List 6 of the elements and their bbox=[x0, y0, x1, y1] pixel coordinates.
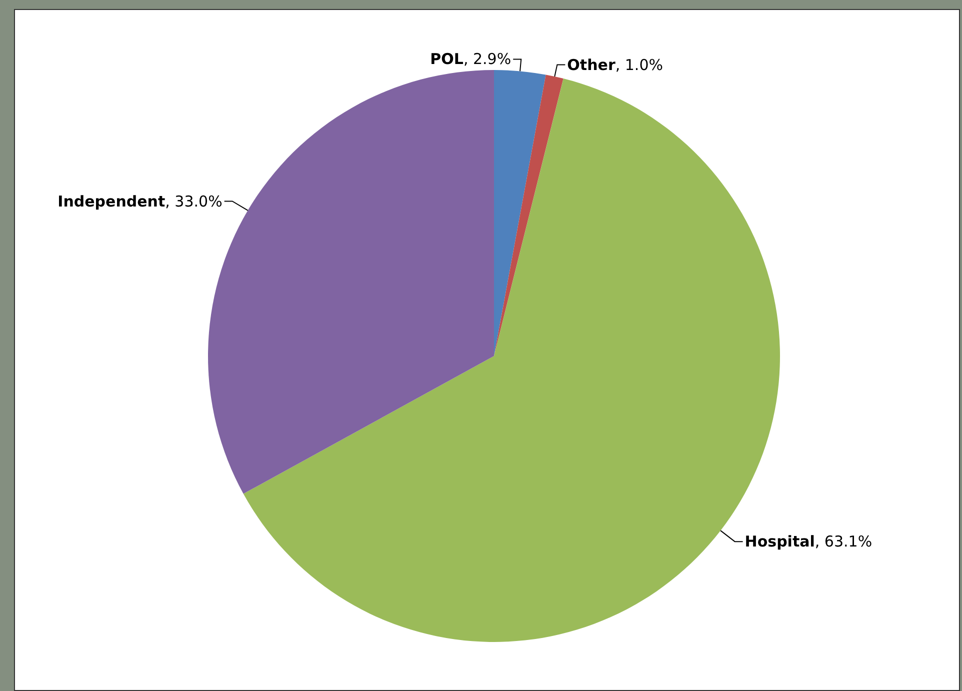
slice-label: Other bbox=[567, 56, 616, 74]
pie-slice bbox=[494, 74, 564, 356]
slice-label: Independent bbox=[58, 192, 166, 210]
slice-label: Hospital bbox=[744, 532, 815, 551]
slice-label: POL bbox=[430, 50, 464, 68]
pie-slice bbox=[494, 70, 546, 356]
